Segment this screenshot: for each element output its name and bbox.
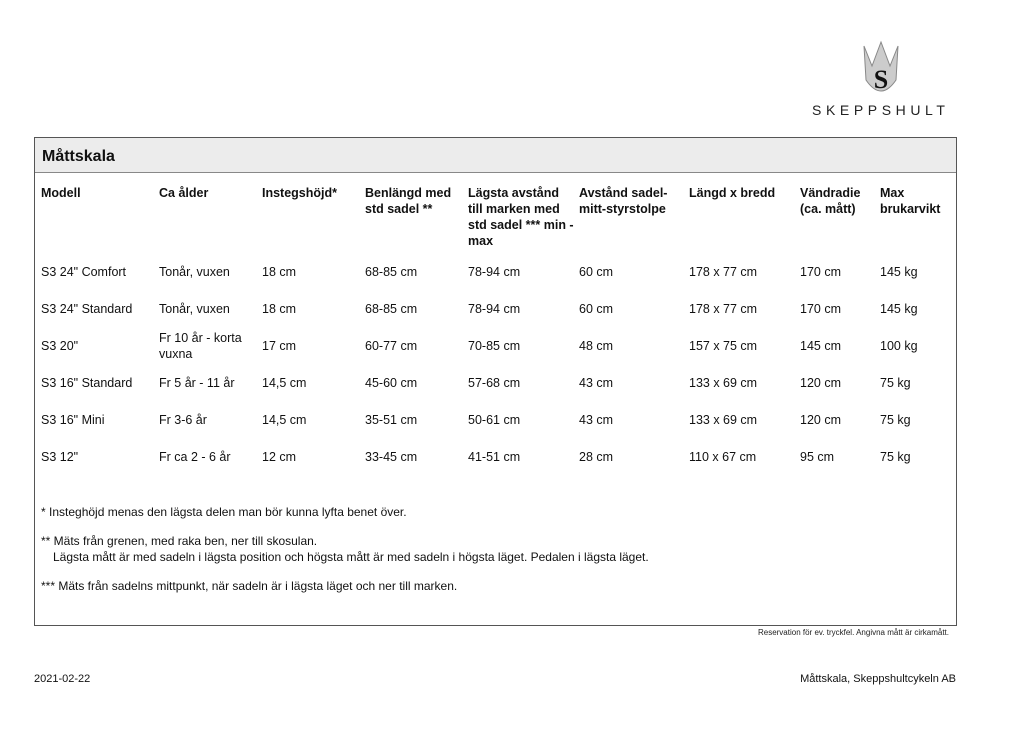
table-cell: 75 kg [880,450,911,464]
table-cell: S3 24" Comfort [41,265,127,279]
table-cell: 145 kg [880,302,918,316]
table-cell: 70-85 cm [468,339,521,353]
column-header: Avstånd sadel-mitt-styrstolpe [579,186,668,216]
table-cell: 43 cm [579,413,614,427]
table-cell: 48 cm [579,339,614,353]
table-cell: S3 16" Standard [41,376,133,390]
logo-text: SKEPPSHULT [812,102,950,118]
table-cell: 133 x 69 cm [689,413,758,427]
logo: S [806,40,956,105]
table-cell: 60-77 cm [365,339,418,353]
column-header: Benlängd med std sadel ** [365,186,452,216]
table-cell: 157 x 75 cm [689,339,758,353]
table-cell: Fr 10 år - korta vuxna [159,331,242,361]
column-header: Ca ålder [159,186,209,200]
table-cell: 145 cm [800,339,841,353]
table-cell: 133 x 69 cm [689,376,758,390]
table-cell: Fr 3-6 år [159,413,207,427]
table-cell: 145 kg [880,265,918,279]
table-title: Måttskala [42,148,115,165]
table-cell: 33-45 cm [365,450,418,464]
table-cell: S3 16" Mini [41,413,105,427]
table-cell: 68-85 cm [365,265,418,279]
table-cell: 14,5 cm [262,376,307,390]
table-cell: 100 kg [880,339,918,353]
note-2b: Lägsta mått är med sadeln i lägsta posit… [53,550,649,564]
table-cell: 43 cm [579,376,614,390]
table-cell: 95 cm [800,450,835,464]
column-header: Max brukarvikt [880,186,941,216]
table-cell: 50-61 cm [468,413,521,427]
table-cell: 120 cm [800,376,841,390]
note-2: ** Mäts från grenen, med raka ben, ner t… [41,534,318,548]
table-cell: 75 kg [880,376,911,390]
table-cell: 120 cm [800,413,841,427]
table-cell: S3 20" [41,339,79,353]
table-cell: 110 x 67 cm [689,450,757,464]
table-cell: Tonår, vuxen [159,265,230,279]
table-cell: S3 12" [41,450,79,464]
column-header: Längd x bredd [689,186,776,200]
table-cell: 14,5 cm [262,413,307,427]
column-header: Instegshöjd* [262,186,338,200]
table-cell: 41-51 cm [468,450,521,464]
footer-date: 2021-02-22 [34,673,91,685]
size-table: Måttskala Modell Ca ålder Instegshöjd* Benl… [34,137,957,626]
column-header: Modell [41,186,81,200]
table-cell: 57-68 cm [468,376,521,390]
table-cell: 68-85 cm [365,302,418,316]
note-1: * Insteghöjd menas den lägsta delen man … [41,505,407,519]
table-cell: 60 cm [579,265,614,279]
table-cell: 12 cm [262,450,297,464]
footer-company: Måttskala, Skeppshultcykeln AB [800,673,956,685]
table-cell: 35-51 cm [365,413,418,427]
disclaimer: Reservation för ev. tryckfel. Angivna må… [757,628,949,637]
table-cell: Fr ca 2 - 6 år [159,450,231,464]
title-bar [35,138,956,173]
table-cell: Tonår, vuxen [159,302,230,316]
table-cell: 18 cm [262,265,297,279]
table-cell: 28 cm [579,450,614,464]
table-cell: 18 cm [262,302,297,316]
table-cell: 178 x 77 cm [689,302,758,316]
table-cell: Fr 5 år - 11 år [159,376,235,390]
table-cell: 75 kg [880,413,911,427]
table-cell: 78-94 cm [468,265,521,279]
table-cell: 45-60 cm [365,376,418,390]
table-cell: 17 cm [262,339,297,353]
column-header: Lägsta avstånd till marken med std sadel… [468,186,574,248]
table-cell: 78-94 cm [468,302,521,316]
table-cell: S3 24" Standard [41,302,133,316]
table-cell: 170 cm [800,265,841,279]
crown-logo-icon: S [863,40,899,94]
table-cell: 178 x 77 cm [689,265,758,279]
note-3: *** Mäts från sadelns mittpunkt, när sad… [41,579,458,593]
svg-text:S: S [874,65,888,94]
table-cell: 60 cm [579,302,614,316]
column-header: Vändradie (ca. mått) [800,186,861,216]
table-cell: 170 cm [800,302,841,316]
